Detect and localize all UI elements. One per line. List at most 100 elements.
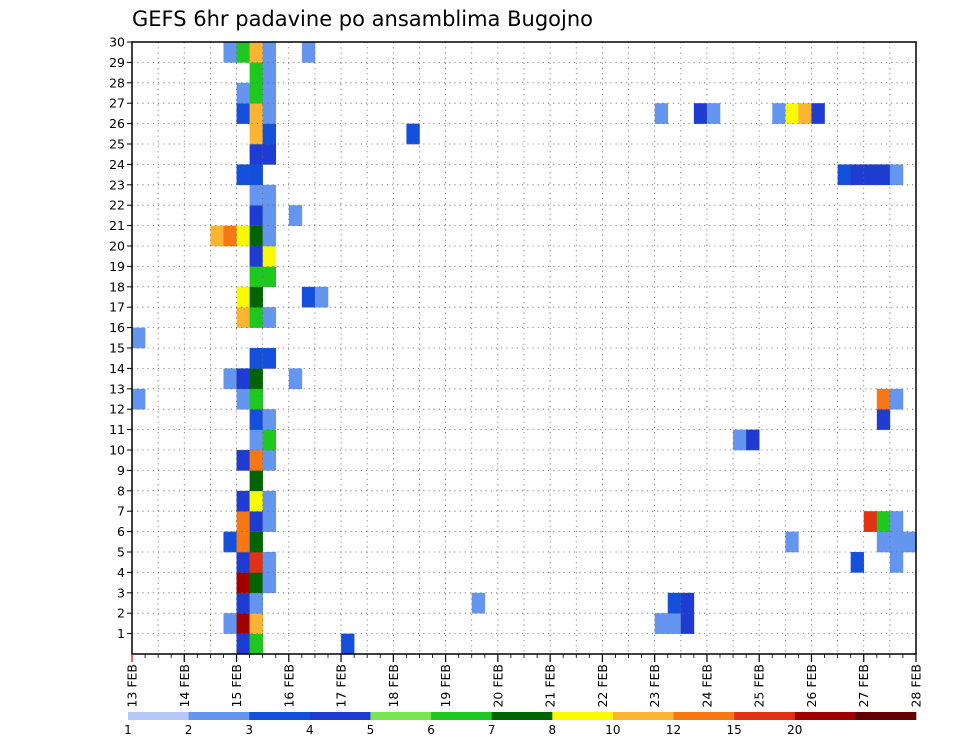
heatmap-cell (262, 552, 277, 573)
heatmap-cell (249, 42, 263, 63)
heatmap-cell (249, 286, 263, 308)
heatmap-cell (249, 592, 263, 614)
y-tick-label: 3 (117, 585, 125, 600)
heatmap-cell (249, 123, 263, 145)
heatmap-cell (733, 429, 747, 451)
heatmap-cell (341, 633, 355, 655)
y-tick-label: 7 (117, 504, 125, 519)
heatmap-cell (249, 307, 263, 328)
y-tick-label: 16 (109, 320, 125, 335)
heatmap-cell (236, 490, 250, 512)
heatmap-cell (223, 531, 237, 553)
y-tick-label: 17 (109, 300, 125, 315)
heatmap-cell (249, 368, 263, 390)
heatmap-cell (249, 450, 263, 471)
heatmap-cell (262, 144, 277, 165)
heatmap-cell (249, 409, 263, 430)
heatmap-cell (236, 368, 250, 390)
colorbar-label: 3 (245, 723, 253, 737)
heatmap-cell (288, 368, 303, 390)
heatmap-cell (236, 103, 250, 124)
heatmap-cell (236, 552, 250, 573)
heatmap-cell (236, 633, 250, 655)
heatmap-cell (223, 613, 237, 634)
heatmap-cell (693, 103, 708, 124)
heatmap-cell (249, 164, 263, 186)
heatmap-cell (889, 164, 904, 186)
heatmap-cell (314, 286, 329, 308)
heatmap-cell (262, 348, 277, 369)
x-tick-label: 27 FEB (856, 664, 871, 708)
heatmap-cell (680, 613, 695, 634)
heatmap-cell (262, 450, 277, 471)
colorbar-label: 4 (306, 723, 314, 737)
heatmap-cell (249, 205, 263, 226)
heatmap-cell (837, 164, 851, 186)
heatmap-cell (236, 307, 250, 328)
heatmap-cell (746, 429, 760, 451)
y-tick-label: 4 (117, 565, 125, 580)
colorbar-label: 7 (488, 723, 496, 737)
heatmap-cell (223, 225, 237, 247)
heatmap-cell (471, 592, 486, 614)
heatmap-cell (249, 266, 263, 288)
heatmap-cell (863, 511, 878, 532)
heatmap-cell (236, 225, 250, 247)
heatmap-cell (236, 286, 250, 308)
heatmap-cell (262, 62, 277, 84)
y-tick-label: 29 (109, 55, 125, 70)
heatmap-cell (850, 552, 865, 573)
heatmap-cell (249, 348, 263, 369)
colorbar-label: 20 (787, 723, 802, 737)
heatmap-cell (798, 103, 812, 124)
x-tick-label: 25 FEB (752, 664, 767, 708)
heatmap-cell (262, 429, 277, 451)
heatmap-cell (249, 470, 263, 492)
heatmap-cell (249, 62, 263, 84)
colorbar: 1 2 3 4 5 6 7 8 10 12 15 20 (124, 712, 917, 737)
grid-layer (132, 42, 916, 654)
heatmap-cell (236, 613, 250, 634)
y-tick-label: 26 (109, 116, 125, 131)
colorbar-label: 5 (367, 723, 375, 737)
colorbar-swatch (128, 712, 189, 720)
y-tick-label: 13 (109, 381, 125, 396)
y-tick-label: 23 (109, 177, 125, 192)
heatmap-cell (876, 531, 891, 553)
heatmap-cell (236, 572, 250, 594)
x-tick-label: 23 FEB (647, 664, 662, 708)
x-tick-label: 17 FEB (334, 664, 349, 708)
colorbar-swatch (855, 712, 917, 720)
heatmap-cell (249, 144, 263, 165)
colorbar-swatch (552, 712, 614, 720)
x-tick-label: 22 FEB (595, 664, 610, 708)
x-tick-label: 20 FEB (490, 664, 505, 708)
heatmap-cell (249, 572, 263, 594)
x-tick-label: 26 FEB (804, 664, 819, 708)
chart-title: GEFS 6hr padavine po ansamblima Bugojno (132, 7, 593, 31)
heatmap-cell (262, 266, 277, 288)
y-tick-label: 19 (109, 259, 125, 274)
heatmap-cell (223, 368, 237, 390)
heatmap-cell (406, 123, 420, 145)
colorbar-label: 15 (727, 723, 742, 737)
heatmap-cell (262, 490, 277, 512)
y-tick-label: 6 (117, 524, 125, 539)
y-axis: 1234567891011121314151617181920212223242… (109, 35, 132, 641)
y-tick-label: 30 (109, 35, 125, 50)
heatmap-cell (249, 246, 263, 267)
heatmap-cell (262, 409, 277, 430)
y-tick-label: 2 (117, 606, 125, 621)
y-tick-label: 25 (109, 137, 125, 152)
y-tick-label: 22 (109, 198, 125, 213)
heatmap-cell (262, 307, 277, 328)
y-tick-label: 9 (117, 463, 125, 478)
colorbar-label: 2 (185, 723, 193, 737)
heatmap-cell (249, 388, 263, 410)
heatmap-cell (889, 511, 904, 532)
heatmap-cell (889, 552, 904, 573)
heatmap-cell (236, 42, 250, 63)
heatmap-cell (667, 613, 682, 634)
